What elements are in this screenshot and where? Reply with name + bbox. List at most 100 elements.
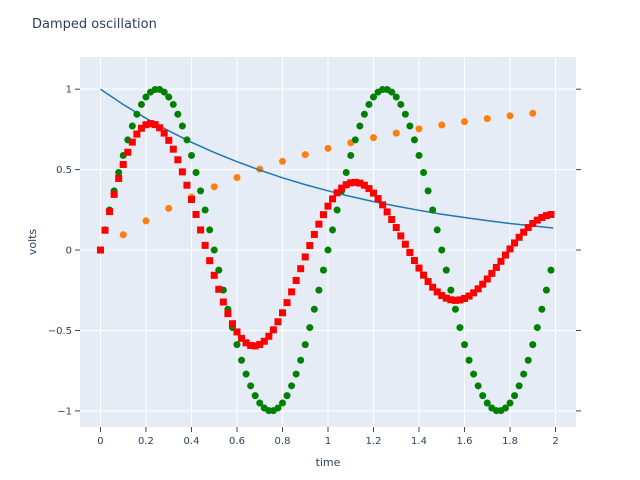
data-point xyxy=(224,310,232,318)
data-point xyxy=(238,334,246,342)
data-point xyxy=(483,399,491,407)
data-point xyxy=(160,129,168,137)
data-point xyxy=(333,189,341,197)
data-point xyxy=(201,206,209,214)
data-point xyxy=(156,124,164,132)
data-point xyxy=(547,210,555,218)
data-point xyxy=(438,121,446,129)
data-point xyxy=(278,309,286,317)
data-point xyxy=(383,208,391,216)
x-tick-label: 1.4 xyxy=(411,436,427,447)
data-point xyxy=(420,169,428,177)
series-2 xyxy=(96,85,555,415)
data-point xyxy=(197,226,205,234)
data-point xyxy=(288,382,296,390)
data-point xyxy=(374,195,382,203)
data-point xyxy=(342,181,350,189)
data-point xyxy=(447,286,455,294)
data-point xyxy=(397,232,405,240)
data-point xyxy=(474,382,482,390)
data-point xyxy=(301,253,309,261)
data-point xyxy=(174,110,182,118)
data-point xyxy=(142,121,150,129)
data-point xyxy=(479,392,487,400)
data-point xyxy=(133,110,141,118)
data-point xyxy=(410,136,418,144)
data-point xyxy=(301,151,309,159)
data-point xyxy=(447,296,455,304)
data-point xyxy=(333,206,341,214)
data-point xyxy=(128,122,136,130)
data-point xyxy=(461,341,469,349)
data-point xyxy=(119,231,127,239)
x-axis: 0 0.2 0.4 0.6 0.8 1 1.2 1.4 1.6 1.8 2 xyxy=(97,427,559,447)
data-point xyxy=(392,129,400,137)
data-point xyxy=(538,214,546,222)
data-point xyxy=(192,210,200,218)
data-point xyxy=(529,341,537,349)
data-point xyxy=(356,179,364,187)
data-point xyxy=(442,294,450,302)
data-point xyxy=(242,370,250,378)
series-layer xyxy=(96,85,555,415)
data-point xyxy=(306,242,314,250)
data-point xyxy=(415,264,423,272)
data-point xyxy=(520,370,528,378)
data-point xyxy=(397,100,405,108)
data-point xyxy=(256,399,264,407)
data-point xyxy=(215,285,223,293)
data-point xyxy=(165,204,173,212)
x-tick-label: 1.2 xyxy=(366,436,382,447)
data-point xyxy=(542,286,550,294)
data-point xyxy=(142,93,150,101)
data-point xyxy=(497,257,505,265)
data-point xyxy=(370,134,378,142)
data-point xyxy=(351,178,359,186)
data-point xyxy=(183,181,191,189)
x-tick-label: 0.4 xyxy=(184,436,200,447)
data-point xyxy=(370,93,378,101)
data-point xyxy=(324,144,332,152)
data-point xyxy=(210,271,218,279)
data-point xyxy=(297,265,305,273)
data-point xyxy=(319,211,327,219)
data-point xyxy=(274,318,282,326)
data-point xyxy=(461,118,469,126)
data-point xyxy=(483,275,491,283)
data-point xyxy=(96,246,104,254)
data-point xyxy=(178,168,186,176)
data-point xyxy=(547,266,555,274)
data-point xyxy=(401,110,409,118)
data-point xyxy=(429,206,437,214)
data-point xyxy=(251,392,259,400)
data-point xyxy=(301,341,309,349)
y-tick-label: 1 xyxy=(66,85,72,96)
data-point xyxy=(424,187,432,195)
data-point xyxy=(451,305,459,313)
y-tick-label: −1 xyxy=(57,406,72,417)
data-point xyxy=(379,201,387,209)
data-point xyxy=(392,93,400,101)
data-point xyxy=(137,100,145,108)
data-point xyxy=(115,169,123,177)
data-point xyxy=(119,160,127,168)
data-point xyxy=(297,356,305,364)
data-point xyxy=(529,220,537,227)
x-tick-label: 0.8 xyxy=(275,436,291,447)
series-1 xyxy=(100,88,554,229)
data-point xyxy=(506,245,514,253)
data-point xyxy=(115,174,123,182)
data-point xyxy=(329,226,337,234)
data-point xyxy=(315,286,323,294)
data-point xyxy=(201,241,209,249)
data-point xyxy=(365,185,373,193)
data-point xyxy=(247,341,255,349)
data-point xyxy=(538,305,546,313)
x-tick-label: 2 xyxy=(552,436,558,447)
data-point xyxy=(110,190,118,198)
data-point xyxy=(269,326,277,334)
data-point xyxy=(465,292,473,300)
data-point xyxy=(338,184,346,192)
data-point xyxy=(242,339,250,347)
data-point xyxy=(351,136,359,144)
